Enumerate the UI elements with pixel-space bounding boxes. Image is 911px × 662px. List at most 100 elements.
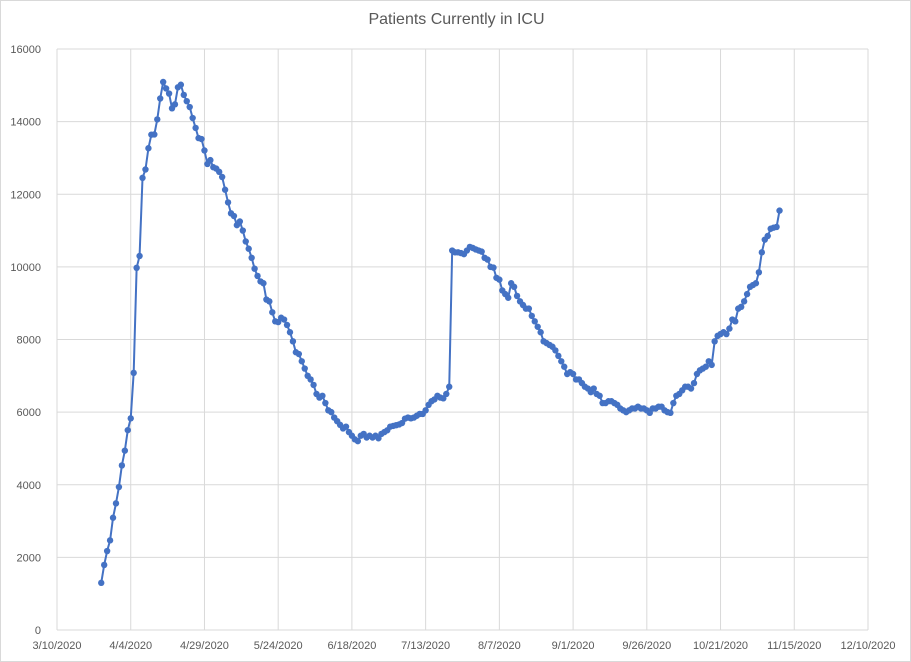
data-point: [218, 173, 226, 181]
data-point: [558, 358, 565, 365]
data-point: [555, 352, 562, 360]
data-point: [100, 561, 108, 569]
x-tick-label: 3/10/2020: [33, 640, 82, 652]
y-tick-label: 12000: [10, 189, 41, 201]
data-point: [569, 370, 577, 378]
data-point: [186, 103, 193, 111]
data-point: [165, 90, 173, 97]
data-point: [687, 385, 695, 392]
data-point: [136, 252, 143, 260]
data-point: [130, 369, 137, 377]
data-point: [322, 399, 329, 407]
data-point: [711, 338, 718, 345]
data-point: [280, 316, 288, 323]
data-point: [301, 365, 308, 372]
data-point: [690, 379, 698, 387]
data-point: [248, 254, 255, 261]
data-point: [154, 116, 161, 123]
data-point: [142, 166, 149, 173]
data-point: [118, 462, 126, 469]
x-tick-label: 10/21/2020: [693, 640, 748, 652]
data-point: [513, 292, 521, 300]
data-point: [740, 298, 748, 305]
data-point: [732, 318, 739, 325]
data-point: [723, 330, 730, 338]
x-tick-label: 5/24/2020: [254, 640, 303, 652]
data-point: [266, 298, 273, 305]
data-point: [443, 390, 450, 398]
data-point: [283, 321, 291, 329]
data-point: [510, 283, 518, 291]
data-point: [534, 323, 541, 330]
x-tick-label: 4/29/2020: [180, 640, 229, 652]
data-point: [310, 381, 317, 389]
x-tick-label: 4/4/2020: [109, 640, 152, 652]
data-point: [484, 256, 491, 263]
data-point: [98, 579, 105, 587]
data-point: [537, 329, 544, 336]
data-point: [490, 264, 497, 271]
data-point: [531, 318, 538, 325]
data-point: [180, 91, 188, 99]
data-point: [670, 399, 677, 407]
data-point: [177, 81, 185, 88]
data-point: [189, 114, 196, 122]
y-tick-label: 10000: [10, 262, 41, 274]
series-line: [100, 81, 781, 583]
data-point: [124, 426, 131, 434]
data-point: [295, 350, 303, 358]
data-point: [121, 447, 129, 454]
data-point: [528, 312, 535, 320]
chart-title: Patients Currently in ICU: [368, 11, 545, 28]
data-point: [743, 290, 751, 298]
data-point: [667, 409, 674, 417]
data-point: [221, 186, 229, 193]
data-point: [236, 218, 244, 225]
grid-lines: [56, 48, 869, 631]
data-point: [708, 361, 715, 369]
data-point: [239, 227, 246, 234]
y-tick-label: 14000: [10, 117, 41, 129]
y-tick-label: 8000: [17, 335, 41, 347]
data-point: [286, 329, 294, 336]
data-point: [103, 547, 111, 555]
data-point: [162, 85, 170, 92]
data-point: [552, 347, 559, 354]
data-point: [422, 407, 429, 414]
data-point: [207, 156, 214, 164]
x-tick-label: 12/10/2020: [840, 640, 895, 652]
data-point: [289, 338, 297, 345]
x-tick-label: 7/13/2020: [401, 640, 450, 652]
data-point: [752, 280, 760, 287]
data-point: [755, 269, 763, 276]
data-point: [127, 415, 134, 422]
data-point: [328, 408, 335, 416]
data-point: [478, 248, 485, 255]
data-point: [245, 245, 252, 252]
data-point: [106, 537, 114, 544]
data-point: [151, 131, 158, 138]
data-point: [198, 135, 205, 143]
data-point: [269, 309, 276, 316]
data-point: [183, 97, 190, 105]
data-point: [171, 101, 179, 108]
data-point: [737, 303, 745, 311]
y-tick-label: 4000: [17, 480, 41, 492]
data-point: [525, 305, 533, 312]
data-point: [505, 294, 512, 301]
x-tick-label: 11/15/2020: [767, 640, 821, 652]
y-tick-label: 2000: [17, 552, 41, 564]
data-point: [145, 145, 152, 152]
data-point: [446, 383, 453, 390]
data-point: [307, 376, 314, 383]
data-point: [216, 168, 223, 176]
data-point: [702, 363, 709, 370]
data-point: [590, 385, 597, 392]
data-point: [112, 500, 120, 507]
data-point: [776, 207, 783, 214]
data-point: [758, 249, 766, 256]
data-point: [254, 272, 261, 280]
data-point: [159, 78, 167, 86]
